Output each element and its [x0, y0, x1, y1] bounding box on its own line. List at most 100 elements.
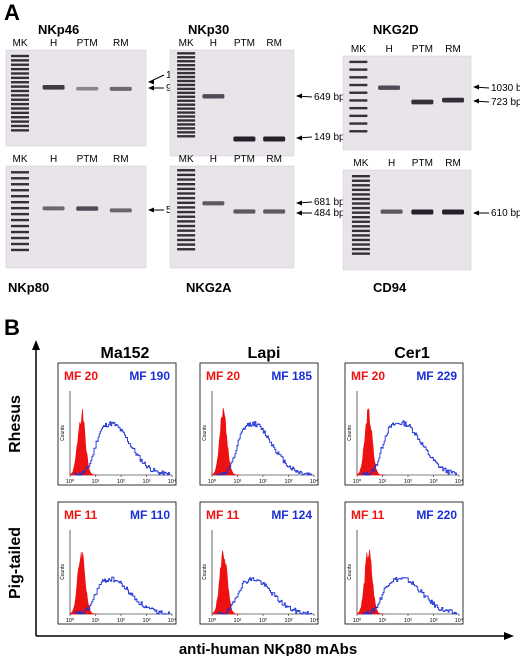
- histogram-panel-r0-c0: MF 20 MF 190 Counts 10⁰ 10¹ 10² 10³ 10⁴: [57, 362, 177, 486]
- ladder-band: [177, 187, 196, 191]
- ladder-band: [177, 123, 196, 126]
- ladder-band: [351, 188, 370, 192]
- hist-x-tick-label: 10¹: [92, 479, 100, 485]
- ladder-band: [177, 91, 196, 95]
- stained-histogram: [361, 420, 457, 476]
- counts-label: Counts: [202, 564, 208, 580]
- lane-label: H: [210, 38, 217, 49]
- sample-band: [42, 206, 65, 211]
- ladder-band: [177, 119, 196, 122]
- histogram-panel-r1-c1: MF 11 MF 124 Counts 10⁰ 10¹ 10² 10³ 10⁴: [199, 501, 319, 625]
- lane-label: H: [50, 154, 57, 165]
- lane-label: PTM: [412, 44, 433, 55]
- ladder-band: [11, 194, 29, 198]
- sample-band: [263, 209, 286, 214]
- ladder-band: [11, 59, 29, 62]
- mf-control-label: MF 11: [64, 508, 98, 522]
- band-size-label: 610 bp: [491, 208, 520, 219]
- hist-x-tick-label: 10⁴: [310, 478, 319, 485]
- ladder-band: [11, 89, 29, 93]
- hist-x-tick-label: 10⁴: [455, 478, 464, 485]
- ladder-band: [351, 184, 370, 187]
- stained-histogram: [74, 576, 170, 615]
- gel-background: [5, 49, 147, 147]
- ladder-band: [177, 95, 196, 98]
- ladder-band: [177, 234, 196, 237]
- gel-title-nkp46: NKp46: [38, 22, 79, 37]
- counts-label: Counts: [347, 425, 353, 441]
- ladder-band: [349, 91, 368, 94]
- lane-label: PTM: [234, 38, 255, 49]
- ladder-band: [177, 135, 196, 138]
- ladder-band: [11, 72, 29, 75]
- histogram-panel-r0-c2: MF 20 MF 229 Counts 10⁰ 10¹ 10² 10³ 10⁴: [344, 362, 464, 486]
- hist-x-tick-label: 10²: [404, 479, 412, 485]
- hist-x-tick-label: 10⁰: [208, 478, 217, 485]
- ladder-band: [349, 122, 368, 125]
- hist-x-tick-label: 10¹: [379, 479, 387, 485]
- hist-x-tick-label: 10²: [404, 618, 412, 624]
- ladder-band: [177, 220, 196, 223]
- lane-label: MK: [13, 154, 28, 165]
- ladder-band: [177, 107, 196, 110]
- ladder-band: [351, 197, 370, 201]
- hist-x-tick-label: 10²: [259, 618, 267, 624]
- histogram-panel-r1-c2: MF 11 MF 220 Counts 10⁰ 10¹ 10² 10³ 10⁴: [344, 501, 464, 625]
- sample-band: [442, 209, 465, 215]
- sample-band: [109, 208, 132, 213]
- mf-stained-label: MF 229: [416, 369, 457, 383]
- lane-label: H: [388, 158, 395, 169]
- ladder-band: [11, 248, 29, 252]
- ladder-band: [177, 206, 196, 209]
- ladder-band: [177, 75, 196, 79]
- ladder-band: [11, 236, 29, 240]
- panel-b-letter: B: [4, 315, 20, 340]
- ladder-band: [177, 169, 196, 172]
- ladder-band: [11, 200, 29, 204]
- band-arrowhead: [296, 93, 302, 99]
- hist-x-tick-label: 10⁰: [208, 617, 217, 624]
- ladder-band: [11, 171, 29, 174]
- gel-5: MK H PTM RM 610 bp: [342, 158, 520, 271]
- hist-x-tick-label: 10²: [259, 479, 267, 485]
- hist-x-tick-label: 10³: [143, 618, 151, 624]
- hist-x-tick-label: 10²: [117, 479, 125, 485]
- ladder-band: [11, 116, 29, 119]
- ladder-band: [11, 218, 29, 222]
- sample-band: [76, 206, 99, 211]
- mf-control-label: MF 20: [64, 369, 98, 383]
- lane-label: PTM: [412, 158, 433, 169]
- ladder-band: [351, 193, 370, 196]
- ladder-band: [177, 52, 196, 55]
- lane-label: MK: [179, 38, 194, 49]
- counts-label: Counts: [202, 425, 208, 441]
- ladder-band: [177, 248, 196, 251]
- column-label-ma152: Ma152: [101, 345, 150, 362]
- stained-histogram: [362, 577, 457, 615]
- ladder-band: [11, 54, 29, 58]
- ladder-band: [177, 210, 196, 214]
- sample-band: [233, 209, 256, 214]
- ladder-band: [349, 114, 368, 118]
- ladder-band: [177, 238, 196, 242]
- sample-band: [42, 84, 65, 90]
- hist-x-tick-label: 10⁴: [168, 478, 177, 485]
- ladder-band: [177, 229, 196, 232]
- ladder-band: [177, 196, 196, 200]
- ladder-band: [11, 94, 29, 97]
- control-histogram: [211, 550, 241, 615]
- gel-title-cd94: CD94: [373, 280, 407, 295]
- hist-x-tick-label: 10¹: [92, 618, 100, 624]
- x-axis-title: anti-human NKp80 mAbs: [179, 641, 357, 656]
- gel-background: [5, 165, 147, 269]
- ladder-band: [177, 60, 196, 63]
- ladder-band: [349, 76, 368, 79]
- hist-x-tick-label: 10³: [285, 618, 293, 624]
- ladder-band: [349, 130, 368, 133]
- ladder-band: [177, 87, 196, 91]
- hist-x-tick-label: 10³: [430, 479, 438, 485]
- ladder-band: [351, 234, 370, 237]
- sample-band: [263, 136, 286, 142]
